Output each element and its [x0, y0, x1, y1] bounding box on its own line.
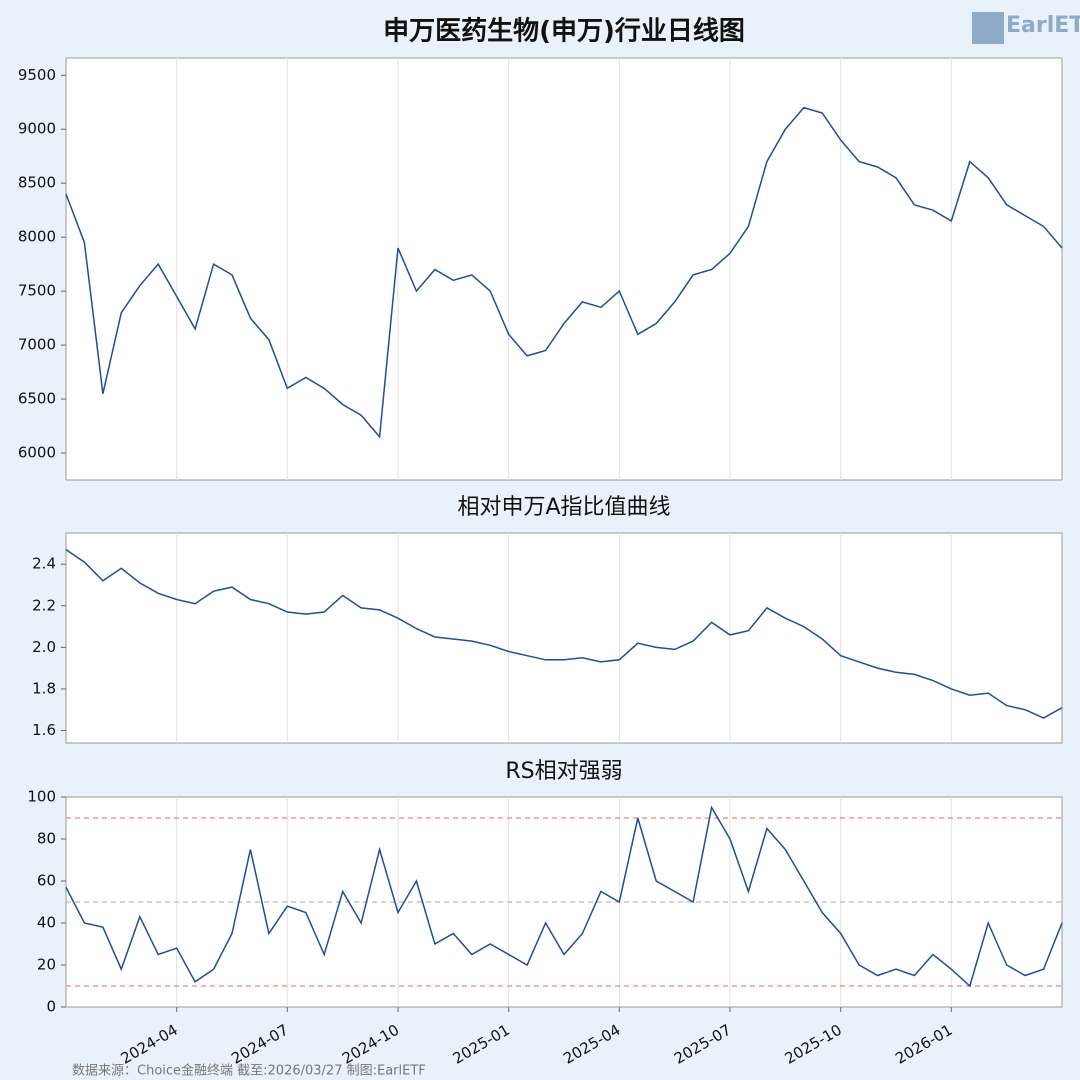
y-tick-label: 7000 — [18, 336, 56, 354]
footer: 数据来源：Choice金融终端 截至:2026/03/27 制图:EarlETF — [72, 1063, 426, 1079]
watermark: EarlETF — [1006, 13, 1080, 38]
y-tick-label: 6000 — [18, 444, 56, 462]
series-line — [65, 106, 1063, 439]
chart-title: 相对申万A指比值曲线 — [457, 495, 670, 520]
plot-area — [65, 57, 1063, 481]
y-tick-label: 1.6 — [32, 721, 56, 739]
y-tick-label: 1.8 — [32, 679, 56, 697]
logo-icon — [972, 12, 1004, 44]
y-tick-label: 9000 — [18, 120, 56, 138]
y-tick-label: 8000 — [18, 228, 56, 246]
y-tick-label: 2.4 — [32, 555, 56, 573]
y-tick-label: 100 — [27, 788, 56, 806]
logo: EarlETF — [972, 12, 1080, 44]
chart-title: RS相对强弱 — [505, 759, 622, 784]
y-tick-label: 2.2 — [32, 596, 56, 614]
y-tick-label: 80 — [37, 830, 56, 848]
y-tick-label: 6500 — [18, 390, 56, 408]
y-tick-label: 2.0 — [32, 638, 56, 656]
y-tick-label: 8500 — [18, 174, 56, 192]
series-line — [65, 548, 1063, 719]
y-tick-label: 60 — [37, 872, 56, 890]
y-tick-label: 20 — [37, 956, 56, 974]
y-tick-label: 0 — [46, 998, 56, 1016]
y-tick-label: 7500 — [18, 282, 56, 300]
plot-area — [65, 532, 1063, 744]
series-line — [65, 805, 1063, 988]
chart-title: 申万医药生物(申万)行业日线图 — [383, 16, 745, 47]
y-tick-label: 9500 — [18, 66, 56, 84]
y-tick-label: 40 — [37, 914, 56, 932]
